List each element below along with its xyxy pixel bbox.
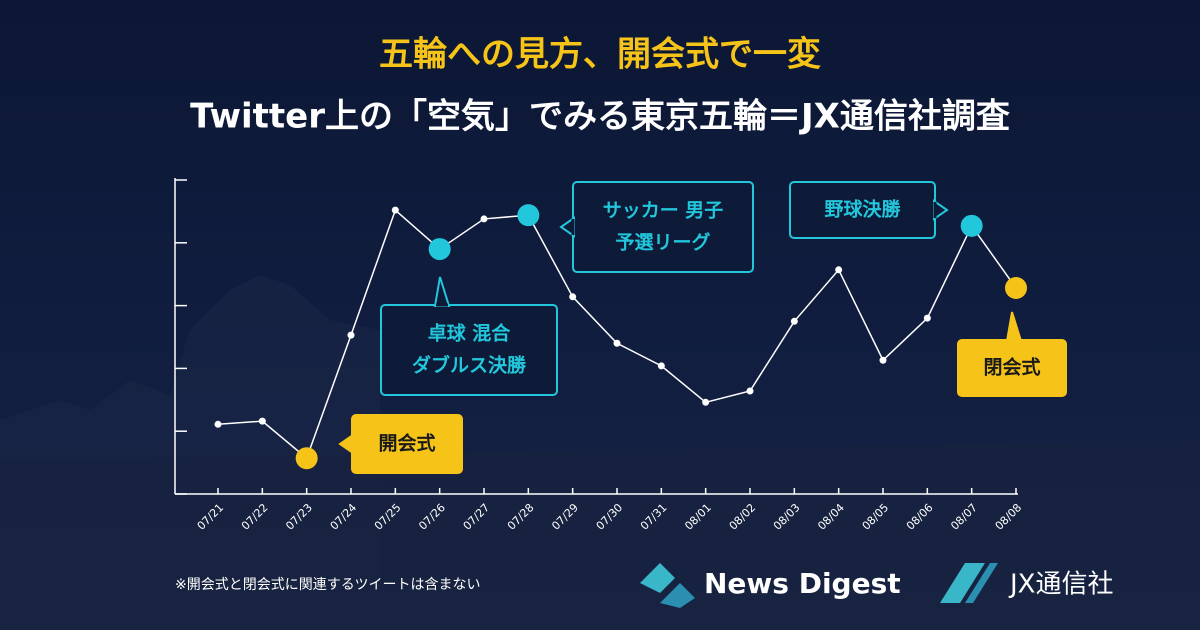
logo-jx: JX通信社 [940,563,1113,603]
logo-text: News Digest [704,567,901,600]
annotation: 開会式 [295,414,463,474]
data-point [790,317,798,325]
annotation-text: 野球決勝 [824,198,901,221]
annotation-box [572,181,754,273]
annotation-text: 卓球 混合 [428,322,512,345]
data-point [347,331,355,339]
annotation-text: 閉会式 [983,356,1040,379]
highlight-point [428,238,451,261]
data-point [923,314,931,322]
data-point [480,215,488,223]
annotation-box [380,304,558,396]
data-point [569,293,577,301]
data-point [391,206,399,214]
chart-title: 五輪への見方、開会式で一変 [379,35,821,75]
annotation-text: サッカー 男子 [603,200,724,222]
annotation: 野球決勝 [789,181,983,239]
logo-news-digest: News Digest [640,563,901,608]
data-point [879,356,887,364]
data-point [835,266,843,274]
annotation-text: 開会式 [378,432,435,455]
data-point [746,387,754,395]
annotation-text: 予選リーグ [615,231,710,254]
data-point [702,398,710,406]
chart-subtitle: Twitter上の「空気」でみる東京五輪＝JX通信社調査 [190,97,1010,137]
highlight-point [1005,277,1027,300]
logo-mark [965,563,998,603]
data-point [214,420,222,428]
annotation-text: ダブルス決勝 [412,354,527,377]
highlight-point [295,447,318,470]
logo-mark [660,583,695,608]
data-point [258,417,266,425]
highlight-point [960,214,983,237]
highlight-point [517,204,540,227]
logo-mark [940,563,985,603]
data-point [613,339,621,347]
data-point [657,362,665,370]
city [0,440,1200,630]
annotation: 閉会式 [957,277,1067,397]
note: ※開会式と閉会式に関連するツイートは含まない [175,577,480,593]
logo-mark [640,563,675,593]
logo-text: JX通信社 [1008,570,1113,600]
